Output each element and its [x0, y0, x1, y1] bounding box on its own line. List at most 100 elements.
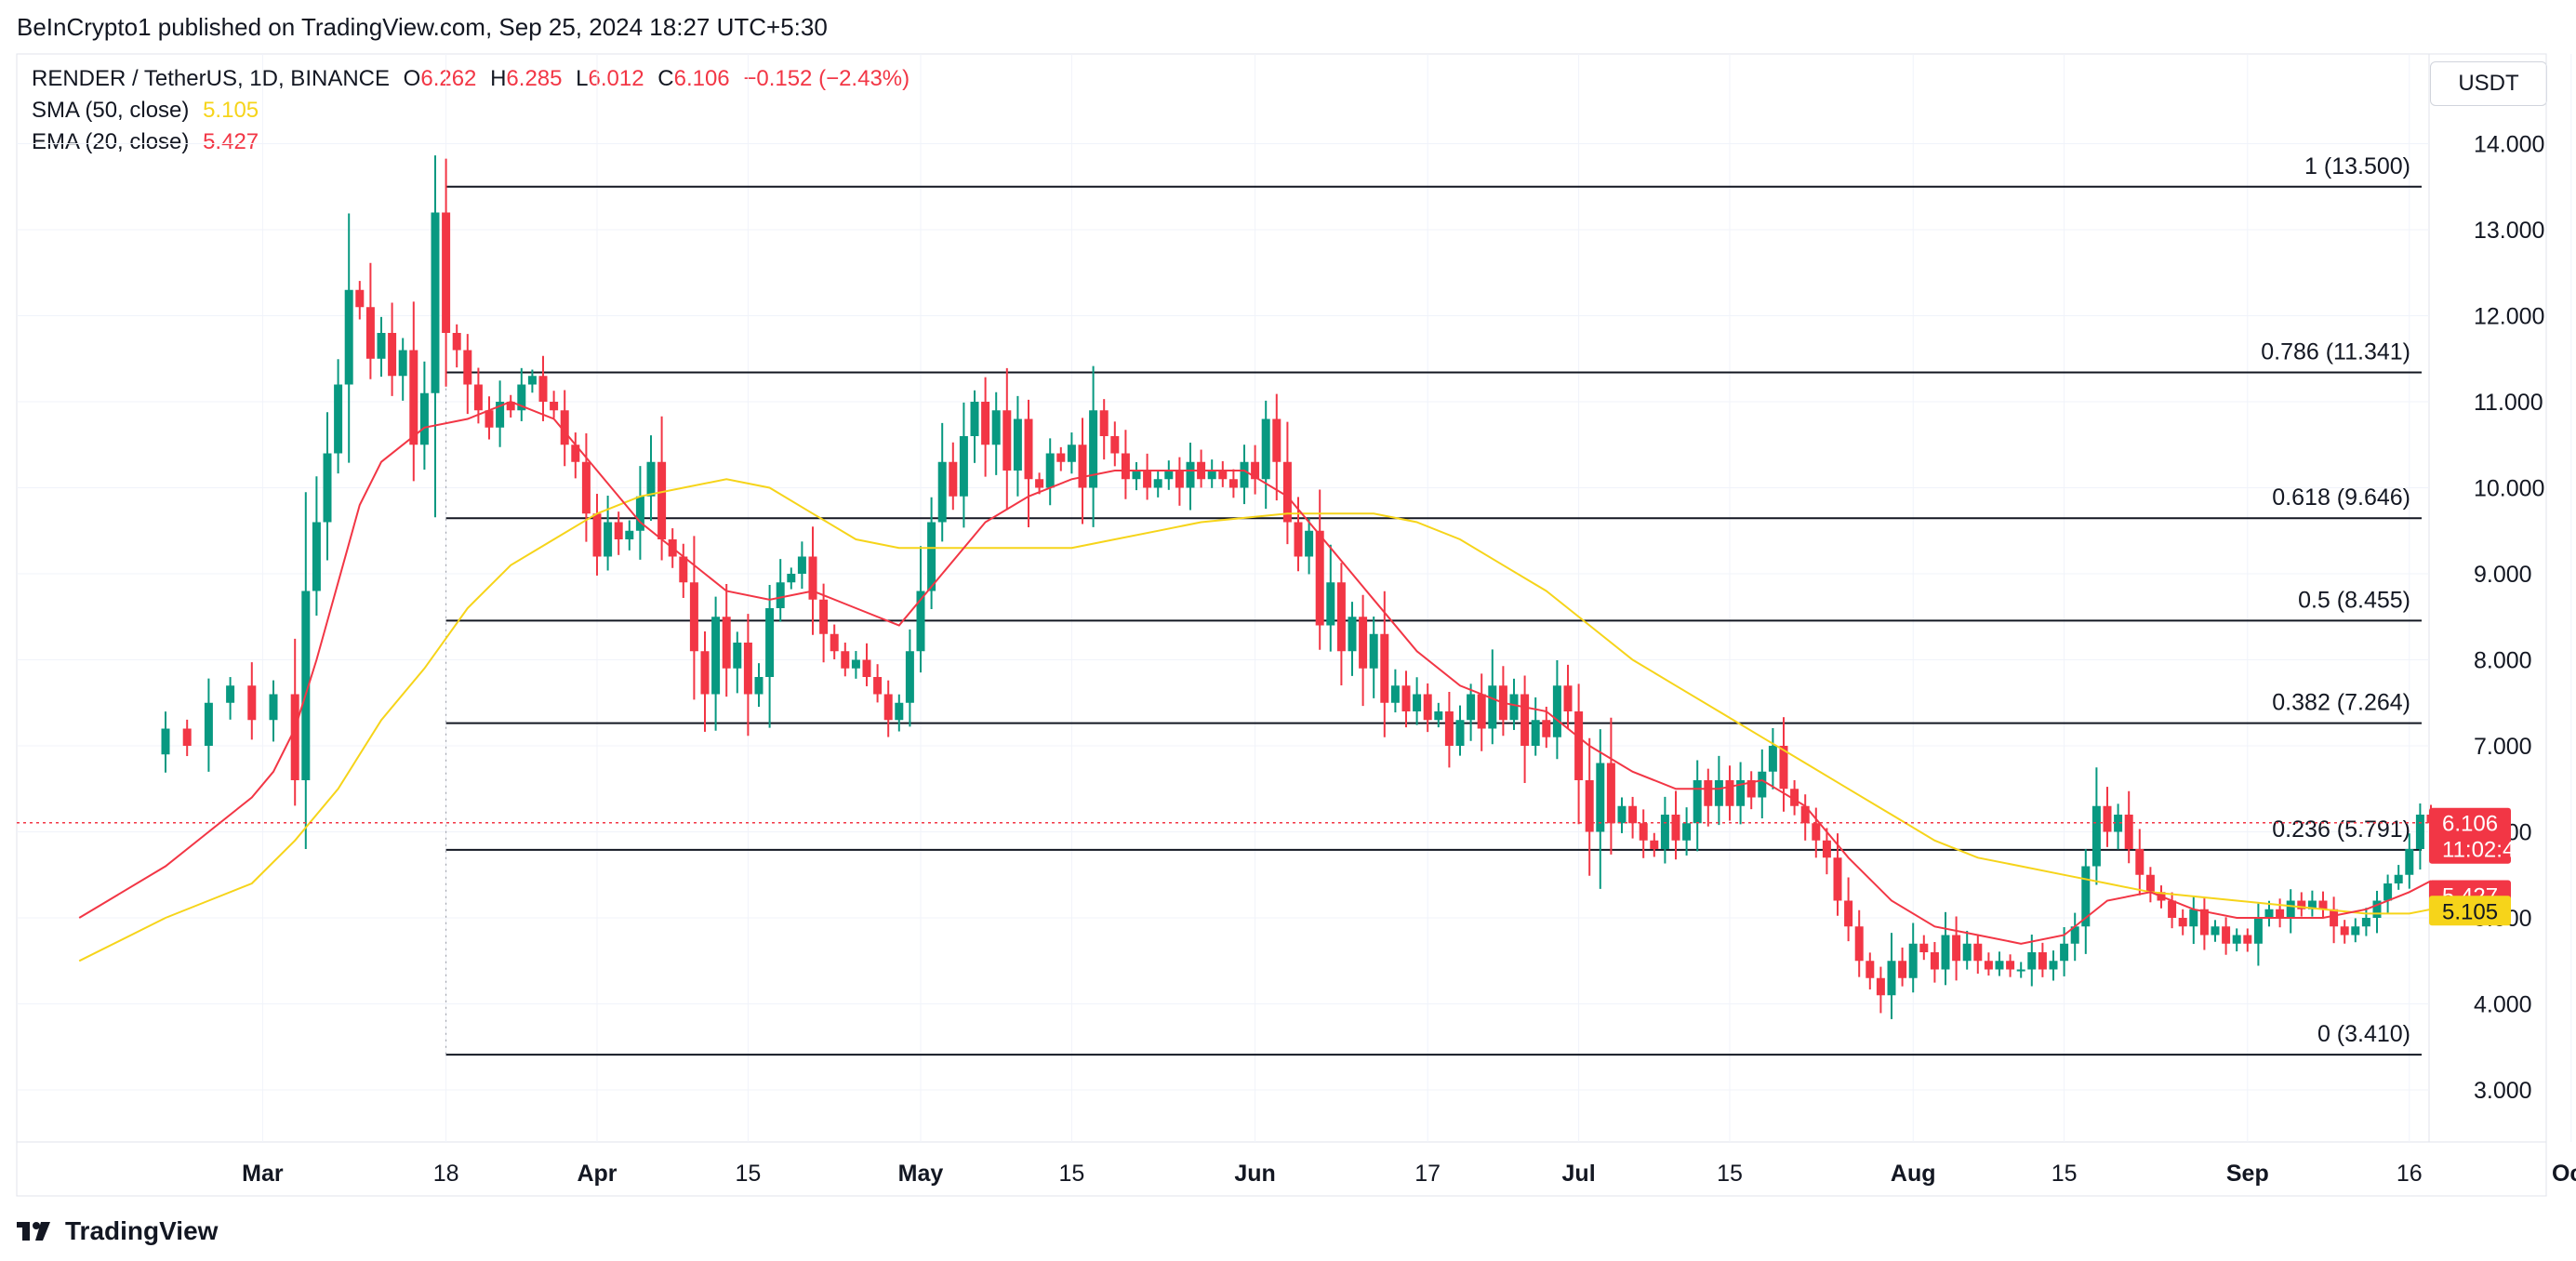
candle-body [323, 453, 332, 523]
candle-body [1444, 711, 1454, 746]
candle [290, 638, 299, 806]
legend-open-value: 6.262 [420, 66, 477, 91]
candle [1854, 909, 1864, 977]
candle [1056, 446, 1066, 471]
candle-body [830, 633, 839, 652]
candle-body [1574, 711, 1584, 780]
candle-body [2297, 900, 2306, 909]
candle [1790, 779, 1799, 816]
candle-body [1585, 780, 1594, 832]
candle [1207, 459, 1216, 488]
candle-body [1542, 720, 1551, 737]
candle-body [226, 685, 235, 703]
candle [905, 629, 914, 727]
candle [689, 536, 698, 700]
price-tick-label: 8.000 [2474, 648, 2532, 674]
candle-body [1758, 771, 1767, 798]
time-tick-label: 18 [433, 1161, 459, 1187]
candle-body [2264, 909, 2274, 918]
candle-body [452, 333, 461, 351]
fibonacci-retracement[interactable]: 1 (13.500) 0.786 (11.341) 0.618 (9.646) 0.5… [445, 153, 2422, 1056]
candle-body [2405, 849, 2414, 875]
candle [1520, 675, 1530, 783]
candle-body [1606, 763, 1615, 824]
candle-body [895, 702, 904, 721]
candle-body [776, 582, 785, 608]
candle [2361, 908, 2370, 936]
candle [1099, 399, 1109, 460]
candle [1251, 445, 1260, 495]
candle-body [1003, 410, 1012, 471]
candle [1380, 591, 1389, 737]
candle-body [2383, 883, 2393, 901]
candle-body [2199, 909, 2209, 936]
candle-body [2038, 952, 2047, 970]
candle [2081, 849, 2091, 954]
price-axis[interactable]: 3.0004.0005.0006.0007.0008.0009.00010.00… [2474, 132, 2544, 1105]
candle [1531, 697, 1540, 756]
candle [1552, 660, 1561, 760]
legend-sma-row[interactable]: SMA (50, close) 5.105 [32, 95, 917, 126]
tradingview-brand[interactable]: TradingView [17, 1216, 218, 1246]
candle [1585, 737, 1594, 876]
candle-body [2222, 926, 2231, 944]
candle-body [1962, 943, 1972, 962]
candle [442, 158, 451, 387]
price-tick-label: 4.000 [2474, 992, 2532, 1018]
time-axis[interactable]: Mar 18 Apr 15 May 15 Jun 17 Jul 15 Aug 15 Sep 16 Oct [242, 1161, 2576, 1187]
candle-body [2340, 926, 2349, 936]
candle [571, 432, 580, 479]
candle [841, 643, 850, 677]
candle [1542, 706, 1551, 749]
candle-body [2060, 943, 2069, 962]
candle-body [862, 659, 871, 677]
time-tick-label: Aug [1891, 1161, 1936, 1187]
candle [1962, 930, 1972, 970]
candle-body [1779, 746, 1788, 790]
candle-body [2178, 918, 2187, 927]
candle-body [1390, 685, 1400, 703]
candle-body [1467, 694, 1476, 721]
legend-ema-label: EMA (20, close) [32, 129, 190, 154]
candle [1401, 670, 1411, 728]
time-tick-label: Apr [577, 1161, 617, 1187]
candle [1725, 765, 1734, 821]
candle-body [2103, 805, 2112, 832]
last-price-badge-text: 11:02:43 [2442, 838, 2528, 863]
candle-body [1164, 471, 1174, 480]
legend-symbol[interactable]: RENDER / TetherUS, 1D, BINANCE [32, 66, 390, 91]
legend-ema-row[interactable]: EMA (20, close) 5.427 [32, 126, 917, 158]
candle [722, 584, 731, 697]
candle [419, 361, 429, 470]
candle [1153, 471, 1162, 498]
candle-body [1995, 961, 2004, 970]
candle [2016, 962, 2025, 978]
candle-body [2394, 874, 2403, 883]
candle [1369, 616, 1378, 698]
candle [1693, 760, 1702, 852]
candle [431, 155, 440, 518]
candle [1164, 460, 1174, 490]
candle [787, 567, 796, 590]
candle [517, 367, 526, 421]
candle [646, 435, 656, 521]
currency-button[interactable]: USDT [2430, 61, 2547, 106]
candle [1952, 916, 1961, 981]
candle-body [722, 617, 731, 669]
candle [527, 369, 537, 393]
candle-body [883, 694, 893, 721]
time-tick-label: 15 [735, 1161, 761, 1187]
candle [2394, 865, 2403, 890]
candle-body [1714, 780, 1723, 806]
candle [830, 624, 839, 659]
candle-body [2124, 815, 2133, 849]
candle [604, 495, 613, 571]
candle [625, 520, 634, 551]
sma-price-badge: 5.105 [2429, 896, 2511, 926]
candle [2178, 909, 2187, 936]
candle-body [1089, 410, 1098, 488]
candle [2103, 787, 2112, 847]
candle [538, 355, 548, 421]
